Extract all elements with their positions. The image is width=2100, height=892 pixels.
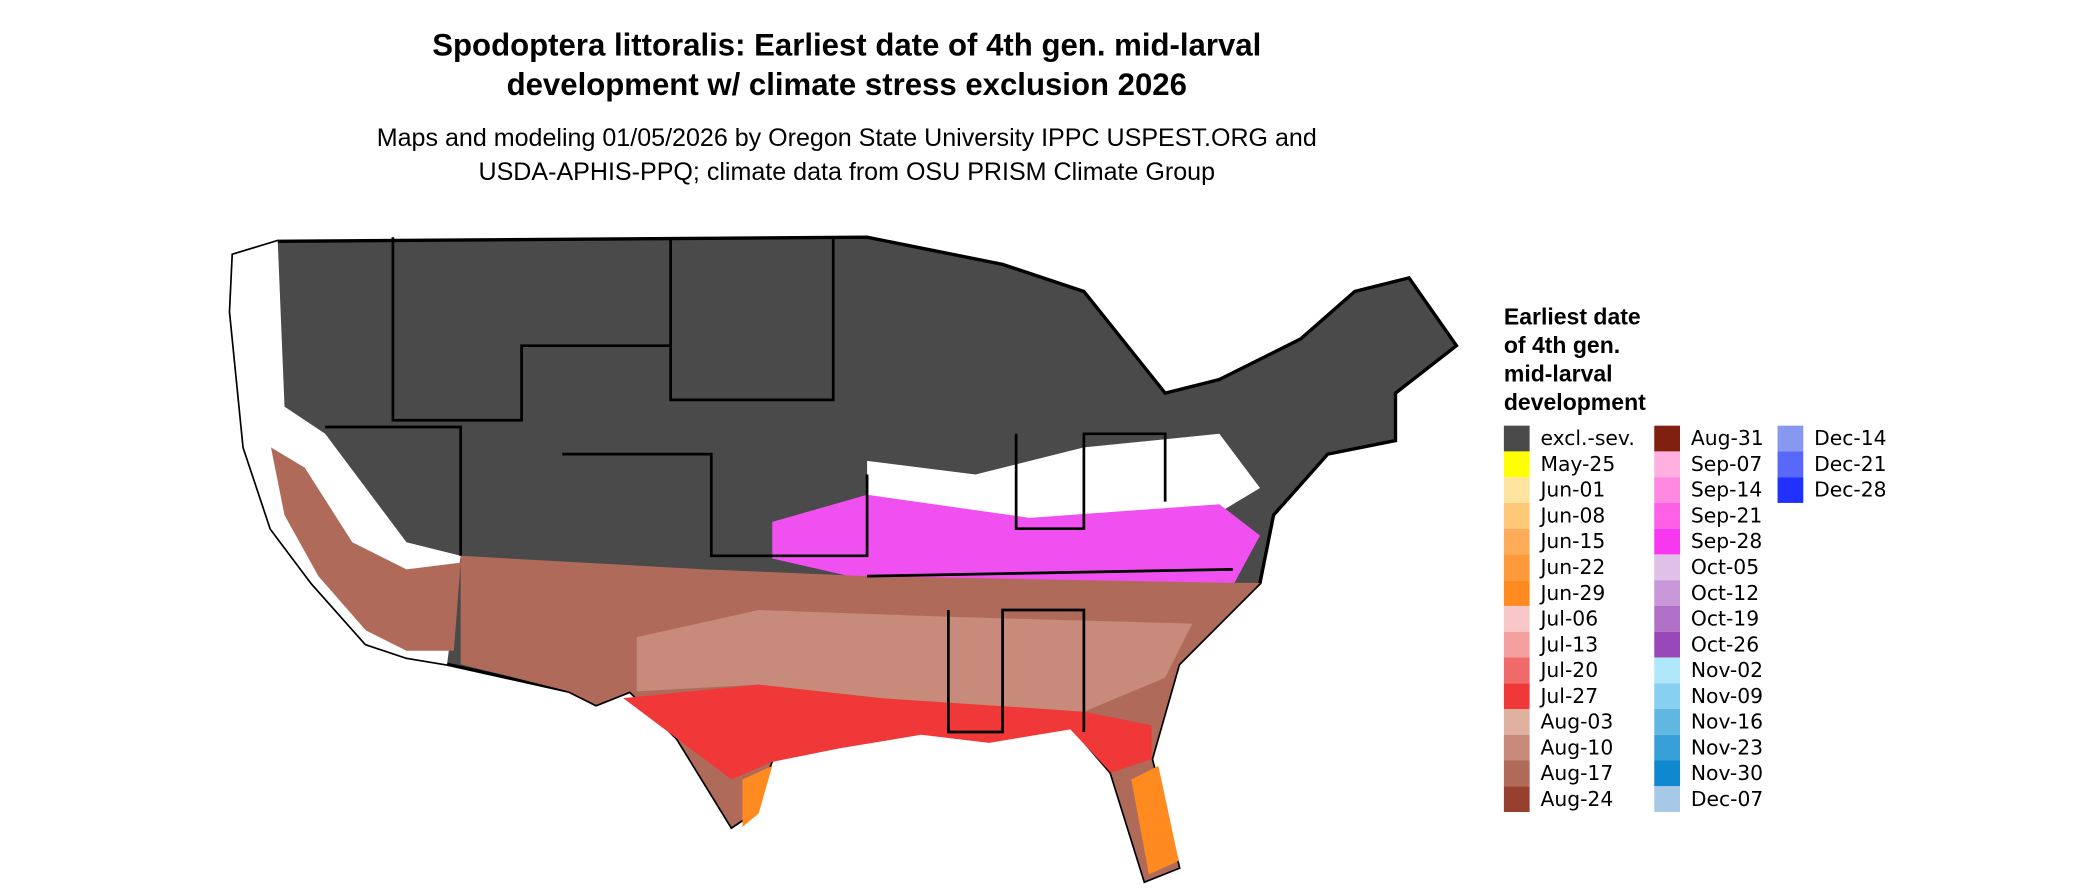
legend-label: Dec-21 (1814, 452, 1886, 476)
legend-label: Oct-26 (1691, 632, 1759, 656)
legend-label: Jul-13 (1538, 632, 1598, 656)
title: development w/ climate stress exclusion … (507, 67, 1187, 102)
white-band (867, 433, 1260, 526)
legend-swatch (1503, 502, 1530, 529)
legend-swatch (1654, 528, 1680, 555)
magenta-band (772, 494, 1260, 586)
state-border (562, 452, 869, 558)
legend-swatch (1654, 605, 1680, 632)
state-border (947, 608, 1086, 734)
legend: excl.-sev.May-25Jun-01Jun-08Jun-15Jun-22… (1503, 425, 1887, 813)
state-border (867, 568, 1233, 578)
legend-title: mid-larval (1504, 361, 1613, 387)
legend-swatch (1654, 683, 1680, 709)
legend-swatch (1503, 683, 1530, 709)
legend-label: Jun-15 (1538, 529, 1605, 553)
legend-label: Sep-07 (1691, 452, 1762, 476)
legend-swatch (1654, 786, 1680, 813)
legend-label: Jul-27 (1538, 684, 1598, 708)
legend-label: Jun-08 (1538, 503, 1605, 527)
us-map (228, 235, 1459, 884)
legend-swatch (1654, 734, 1680, 761)
legend-swatch (1503, 580, 1530, 606)
florida-tip (1131, 765, 1179, 875)
legend-swatch (1654, 477, 1680, 503)
legend-swatch (1503, 554, 1530, 581)
legend-label: Oct-05 (1691, 555, 1759, 579)
legend-swatch (1503, 605, 1530, 632)
legend-label: Aug-03 (1540, 710, 1613, 734)
gulf-band (623, 684, 1152, 780)
state-border (391, 237, 672, 422)
legend-swatch (1503, 477, 1530, 503)
west-coast-strip (230, 241, 461, 665)
legend-label: Sep-21 (1691, 503, 1762, 527)
legend-label: Oct-12 (1691, 581, 1759, 605)
legend-label: Jun-22 (1538, 555, 1605, 579)
legend-label: Dec-07 (1691, 787, 1763, 811)
legend-label: Aug-31 (1691, 426, 1764, 450)
state-border (325, 425, 462, 556)
legend-swatch (1654, 631, 1680, 658)
legend-swatch (1503, 425, 1530, 452)
california-band (270, 447, 461, 651)
legend-label: May-25 (1540, 452, 1615, 476)
legend-label: Nov-09 (1691, 684, 1763, 708)
legend-label: Nov-30 (1691, 761, 1763, 785)
legend-label: Dec-28 (1814, 478, 1886, 502)
state-border (1014, 432, 1167, 531)
legend-title: development (1504, 389, 1646, 415)
state-border (669, 237, 835, 402)
legend-swatch (1654, 580, 1680, 606)
legend-swatch (1777, 477, 1804, 503)
legend-swatch (1503, 528, 1530, 555)
legend-label: Sep-28 (1691, 529, 1762, 553)
legend-swatch (1654, 708, 1680, 735)
legend-swatch (1654, 657, 1680, 684)
legend-label: Nov-23 (1691, 735, 1763, 759)
subtitle: USDA-APHIS-PPQ; climate data from OSU PR… (479, 158, 1216, 186)
legend-label: Aug-10 (1540, 735, 1613, 759)
legend-label: Nov-16 (1691, 710, 1763, 734)
legend-label: Oct-19 (1691, 607, 1759, 631)
title: Spodoptera littoralis: Earliest date of … (432, 28, 1261, 63)
legend-label: Sep-14 (1691, 478, 1762, 502)
legend-title: Earliest date (1504, 304, 1641, 330)
legend-swatch (1654, 502, 1680, 529)
legend-swatch (1503, 451, 1530, 478)
legend-swatch (1654, 760, 1680, 787)
legend-label: Aug-24 (1540, 787, 1613, 811)
legend-label: Jun-01 (1538, 478, 1605, 502)
legend-swatch (1503, 631, 1530, 658)
legend-swatch (1503, 786, 1530, 813)
legend-swatch (1654, 425, 1680, 452)
legend-label: Jul-06 (1538, 607, 1598, 631)
legend-swatch (1654, 554, 1680, 581)
legend-label: Jun-29 (1538, 581, 1605, 605)
legend-label: Dec-14 (1814, 426, 1886, 450)
subtitle: Maps and modeling 01/05/2026 by Oregon S… (377, 124, 1317, 152)
legend-swatch (1503, 760, 1530, 787)
legend-swatch (1503, 657, 1530, 684)
legend-swatch (1777, 425, 1804, 452)
legend-swatch (1654, 451, 1680, 478)
legend-label: excl.-sev. (1540, 426, 1634, 450)
legend-swatch (1777, 451, 1804, 478)
legend-swatch (1503, 734, 1530, 761)
mid-band (636, 610, 1193, 712)
legend-swatch (1503, 708, 1530, 735)
legend-label: Jul-20 (1538, 658, 1598, 682)
legend-title: of 4th gen. (1504, 332, 1620, 358)
legend-label: Aug-17 (1540, 761, 1613, 785)
texas-tip (742, 765, 773, 827)
legend-label: Nov-02 (1691, 658, 1763, 682)
